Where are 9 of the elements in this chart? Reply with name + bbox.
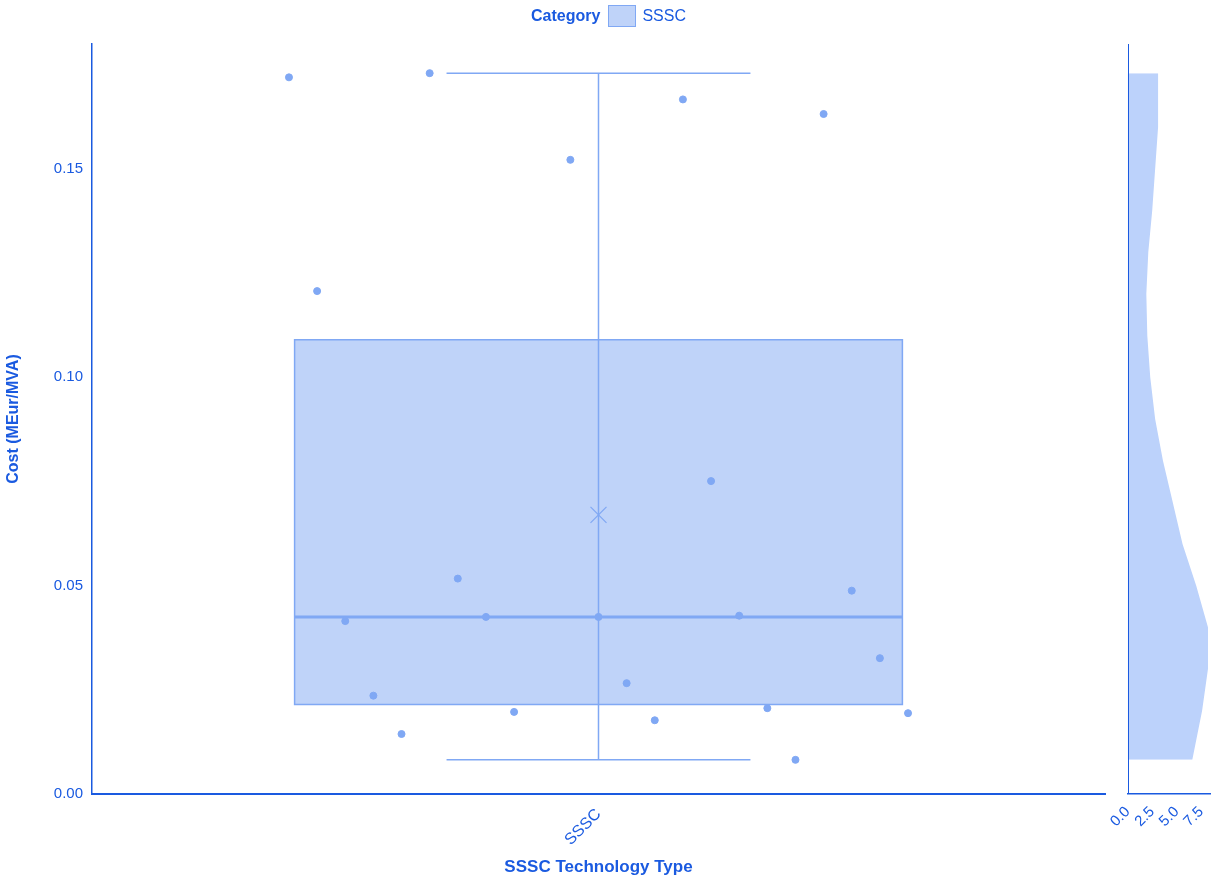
y-axis-title: Cost (MEur/MVA): [4, 354, 22, 484]
y-tick-label: 0.15: [53, 159, 83, 177]
x-axis-title: SSSC Technology Type: [504, 857, 693, 877]
legend-title: Category: [531, 7, 601, 25]
y-tick-label: 0.00: [53, 784, 83, 802]
legend-label: SSSC: [642, 7, 686, 25]
y-tick-label: 0.10: [53, 367, 83, 385]
x-tick-label: 7.5: [1179, 802, 1207, 830]
y-tick-label: 0.05: [53, 575, 83, 593]
